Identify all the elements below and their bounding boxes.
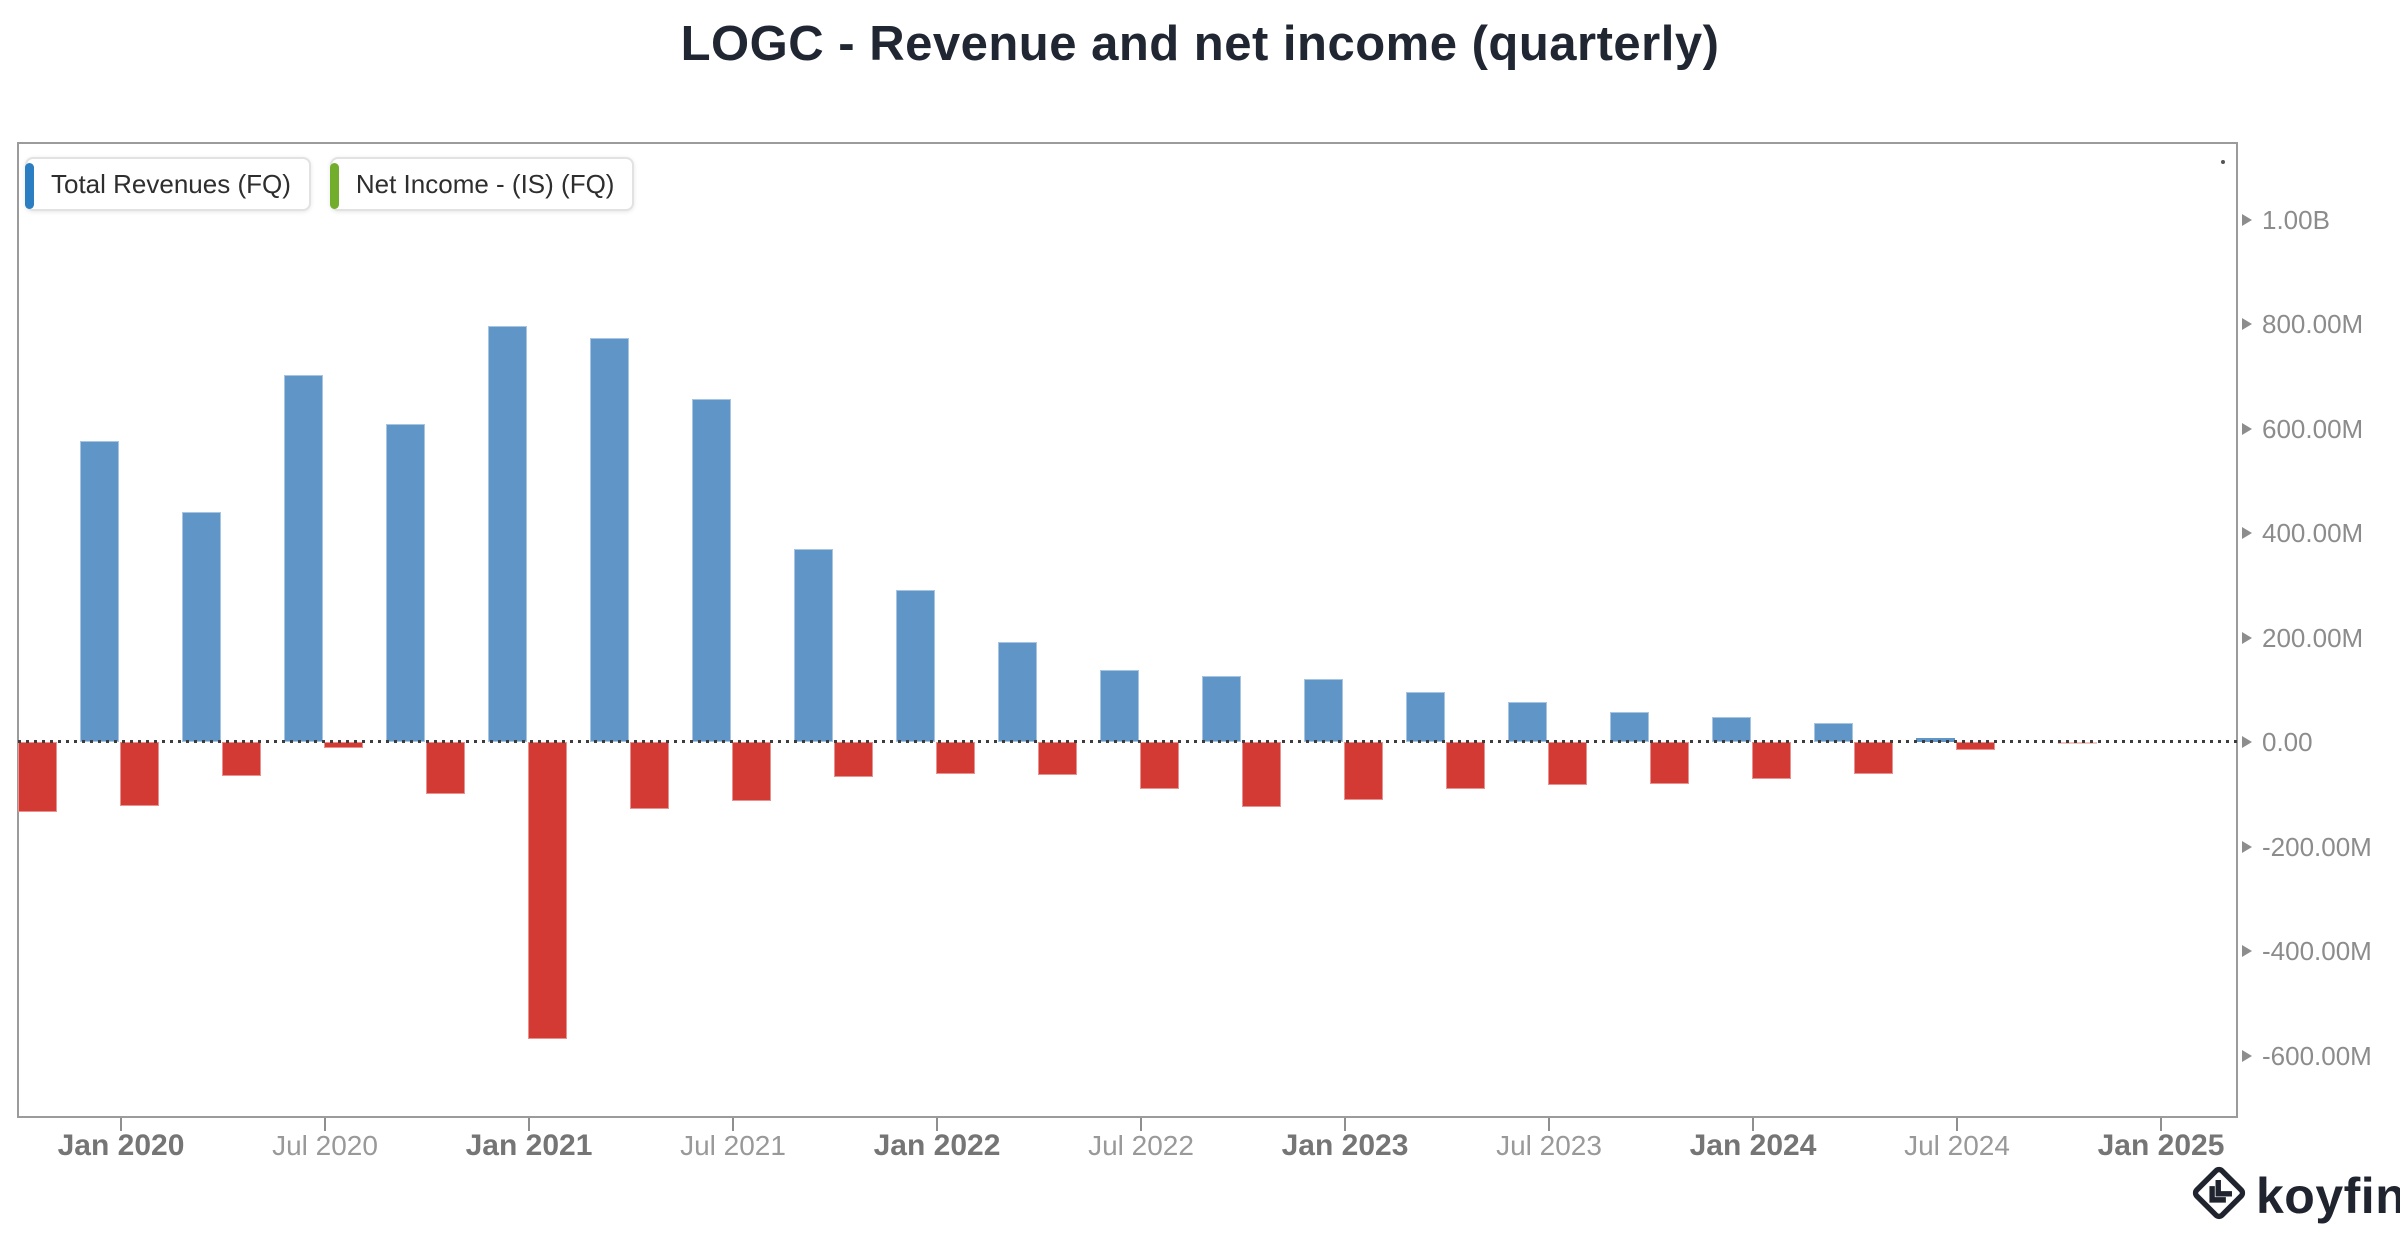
x-axis-label: Jul 2024 [1904,1130,2010,1161]
y-tick-arrow [2242,422,2252,435]
revenue-bar [1406,691,1445,742]
y-tick-label: 400.00M [2262,518,2364,548]
zero-baseline [18,740,2238,743]
net-income-bar [834,742,873,777]
x-tick [1956,1118,1958,1131]
koyfin-logo-icon [2192,1166,2246,1225]
x-axis-label: Jul 2022 [1088,1130,1194,1161]
net-income-bar [1242,742,1281,807]
revenue-bar [1610,712,1649,742]
net-income-bar [222,742,261,777]
net-income-bar [426,742,465,795]
x-tick [324,1118,326,1131]
x-axis-label: Jan 2023 [1281,1129,1409,1162]
x-axis-label: Jul 2023 [1496,1130,1602,1161]
x-tick [2160,1118,2162,1131]
x-axis-label: Jul 2020 [272,1130,378,1161]
net-income-bar [1854,742,1893,775]
revenue-bar [590,337,629,742]
revenue-bar [692,398,731,742]
revenue-bar [386,424,425,742]
revenue-series-swatch [25,163,34,209]
x-tick [936,1118,938,1131]
y-tick-label: 1.00B [2262,204,2330,235]
net-income-bar [936,742,975,774]
revenue-bar [1712,716,1751,742]
net-income-bar [1344,742,1383,800]
revenue-bar [284,374,323,742]
legend-item-net-income[interactable]: Net Income - (IS) (FQ) [329,157,635,211]
y-tick-arrow [2242,318,2252,330]
revenue-bar [896,589,935,742]
y-tick-label: -200.00M [2262,831,2372,862]
net-income-bar [1956,742,1995,750]
y-tick-arrow [2242,1049,2252,1062]
revenue-bar [1304,678,1343,742]
net-income-bar [630,742,669,809]
revenue-bar [794,548,833,742]
net-income-series-swatch [329,163,339,209]
revenue-bar [488,326,527,742]
x-tick [528,1118,530,1131]
net-income-bar [528,742,567,1040]
net-income-bar [1038,742,1077,775]
x-axis-label: Jan 2022 [873,1129,1001,1162]
revenue-bar [80,440,119,742]
x-tick [1752,1118,1754,1131]
revenue-bar [1508,701,1547,742]
stray-dot [2221,160,2225,164]
x-tick [732,1118,734,1131]
x-axis-label: Jan 2024 [1689,1129,1817,1162]
net-income-bar [1140,742,1179,790]
y-tick-arrow [2242,631,2252,644]
net-income-bar [18,742,57,812]
y-tick-arrow [2242,945,2252,957]
net-income-bar [120,742,159,807]
revenue-bar [1202,676,1241,742]
y-tick-label: 0.00 [2262,727,2313,757]
x-axis-label: Jan 2020 [57,1129,185,1162]
y-tick-arrow [2242,527,2252,539]
y-tick-label: 200.00M [2262,622,2364,653]
y-tick-label: 800.00M [2262,309,2364,339]
y-tick-arrow [2242,840,2252,853]
koyfin-watermark: koyfin [2192,1166,2400,1225]
x-axis-label: Jan 2021 [465,1129,593,1162]
x-tick [1344,1118,1346,1131]
x-tick [120,1118,122,1131]
x-axis-label: Jan 2025 [2097,1129,2225,1162]
net-income-bar [1548,742,1587,785]
revenue-bar [1100,670,1139,742]
revenue-bar [182,512,221,742]
x-tick [1548,1118,1550,1131]
chart-title: LOGC - Revenue and net income (quarterly… [680,17,1720,71]
legend-label: Net Income - (IS) (FQ) [355,168,615,199]
net-income-bar [1752,742,1791,779]
legend-item-total-revenues[interactable]: Total Revenues (FQ) [25,157,311,211]
net-income-bar [1650,742,1689,784]
y-tick-arrow [2242,213,2252,226]
y-tick-arrow [2242,736,2252,748]
net-income-bar [732,742,771,802]
y-tick-label: -600.00M [2262,1040,2372,1071]
legend: Total Revenues (FQ) Net Income - (IS) (F… [25,157,635,211]
revenue-bar [1916,737,1955,742]
x-tick [1140,1118,1142,1131]
x-axis-label: Jul 2021 [680,1130,786,1161]
net-income-bar [1446,742,1485,790]
plot-area [17,142,2238,1118]
legend-label: Total Revenues (FQ) [51,168,291,199]
revenue-bar [998,641,1037,742]
koyfin-logo-text: koyfin [2256,1167,2400,1224]
net-income-bar [2058,742,2097,744]
y-tick-label: 600.00M [2262,413,2364,444]
y-tick-label: -400.00M [2262,936,2372,966]
